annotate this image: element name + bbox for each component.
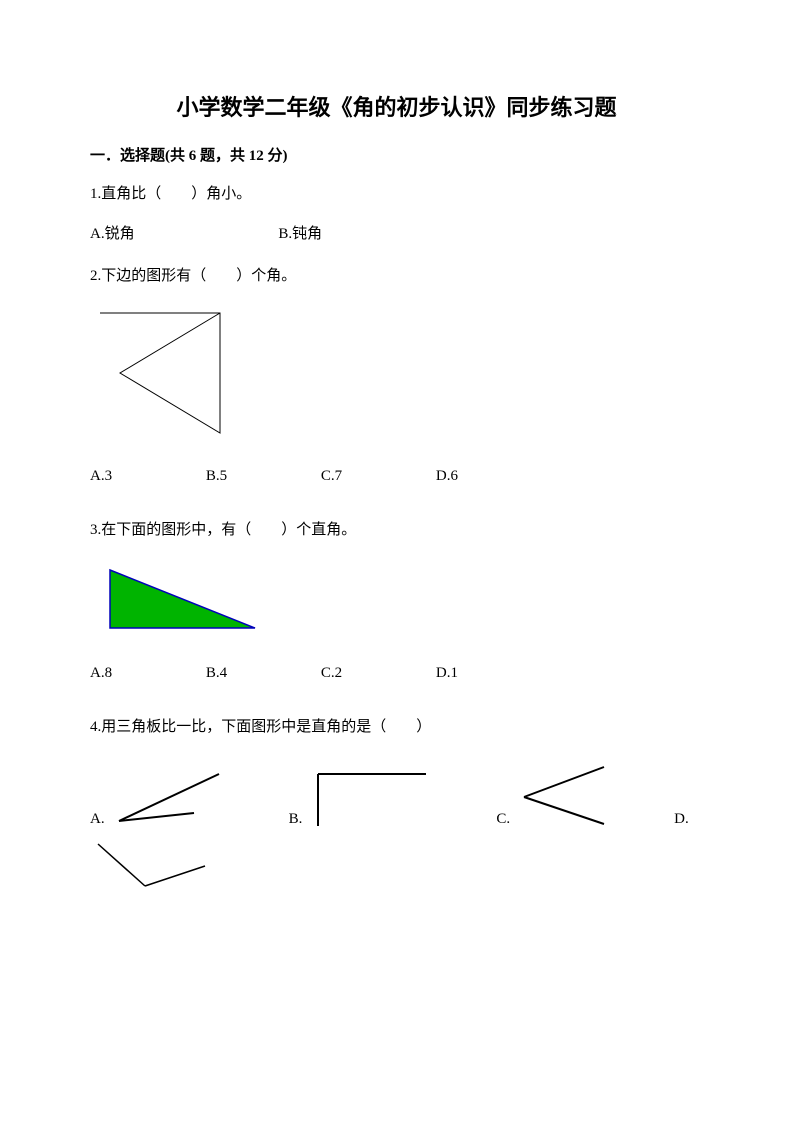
q4-opt-b: B.: [289, 811, 303, 828]
page-title: 小学数学二年级《角的初步认识》同步练习题: [90, 90, 703, 122]
q3-opt-b: B.4: [206, 665, 227, 682]
q4-options-row: A. B. C. D.: [90, 762, 703, 828]
q2-text: 2.下边的图形有（ ）个角。: [90, 265, 703, 288]
q4-angle-a-icon: [109, 766, 229, 828]
q2-shape-icon: [90, 303, 240, 443]
q4-angle-d-icon: [90, 836, 215, 894]
q1-options: A.锐角 B.钝角: [90, 222, 703, 243]
q2-opt-a: A.3: [90, 468, 112, 485]
q1-text: 1.直角比（ ）角小。: [90, 183, 703, 206]
q4-text: 4.用三角板比一比，下面图形中是直角的是（ ）: [90, 716, 703, 739]
q4-opt-d: D.: [674, 811, 689, 828]
q3-triangle-icon: [90, 558, 270, 640]
q3-opt-c: C.2: [321, 665, 342, 682]
q1-opt-b: B.钝角: [278, 222, 322, 243]
q4-angle-b-icon: [306, 766, 436, 828]
q4-angle-c-icon: [514, 762, 614, 828]
q2-options: A.3 B.5 C.7 D.6: [90, 468, 703, 485]
q1-opt-a: A.锐角: [90, 222, 135, 243]
q3-figure: [90, 558, 703, 645]
page: 小学数学二年级《角的初步认识》同步练习题 一．选择题(共 6 题，共 12 分)…: [0, 0, 793, 1122]
q2-figure: [90, 303, 703, 448]
q2-opt-b: B.5: [206, 468, 227, 485]
q3-options: A.8 B.4 C.2 D.1: [90, 665, 703, 682]
section-heading: 一．选择题(共 6 题，共 12 分): [90, 144, 703, 165]
q4-cell-a: A.: [90, 766, 229, 828]
q2-opt-d: D.6: [436, 468, 458, 485]
q4-opt-a: A.: [90, 811, 105, 828]
q3-opt-d: D.1: [436, 665, 458, 682]
q3-text: 3.在下面的图形中，有（ ）个直角。: [90, 519, 703, 542]
q3-opt-a: A.8: [90, 665, 112, 682]
q2-opt-c: C.7: [321, 468, 342, 485]
q4-fig-d: [90, 836, 703, 899]
q4-opt-c: C.: [496, 811, 510, 828]
q4-cell-b: B.: [289, 766, 437, 828]
q4-cell-d: D.: [674, 811, 693, 828]
q4-cell-c: C.: [496, 762, 614, 828]
